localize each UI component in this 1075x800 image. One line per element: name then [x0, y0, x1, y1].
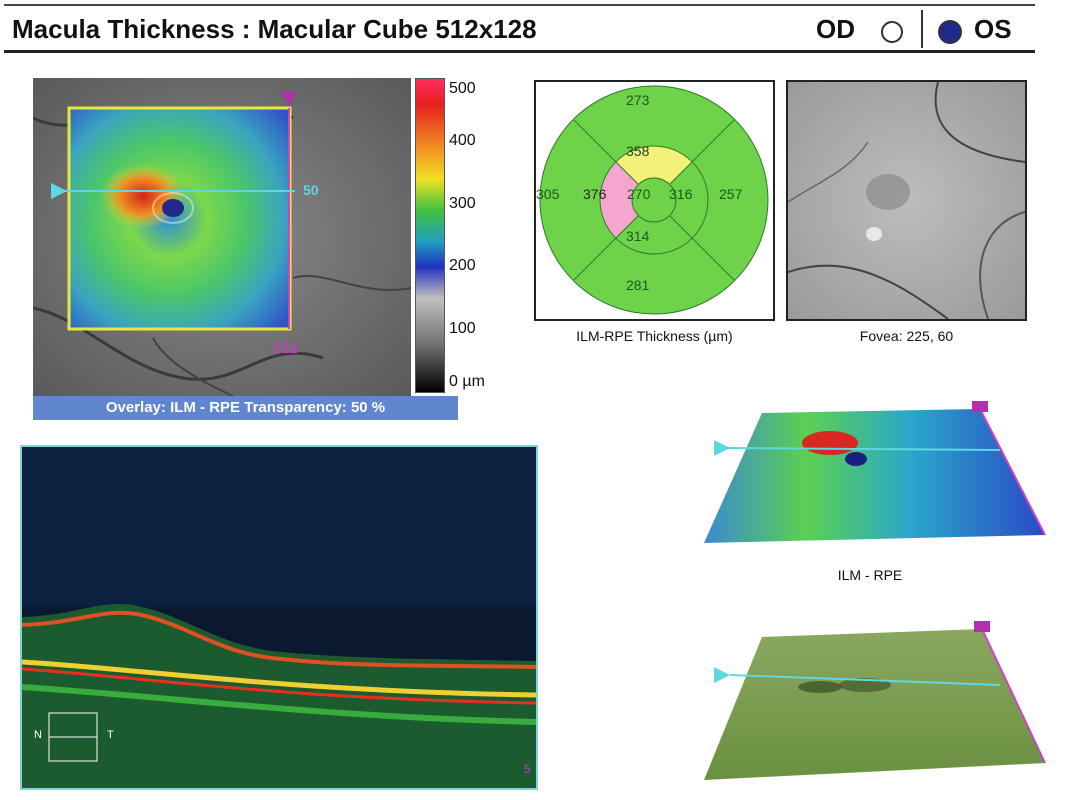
eye-divider	[921, 10, 923, 48]
scan-end-label: 512	[274, 340, 298, 356]
bscan-graphic	[22, 447, 536, 788]
scale-tick-100: 100	[449, 320, 476, 337]
surface-3d-map[interactable]	[700, 615, 1050, 790]
fundus-photo[interactable]	[786, 80, 1027, 321]
fundus-overlay-graphic	[33, 78, 411, 396]
etdrs-outer-superior: 273	[626, 92, 650, 108]
etdrs-inner-temporal: 316	[669, 186, 693, 202]
fovea-caption: Fovea: 225, 60	[859, 328, 954, 344]
etdrs-outer-temporal: 257	[719, 186, 743, 202]
scale-tick-300: 300	[449, 195, 476, 212]
scan-line-label: 50	[303, 182, 319, 198]
od-label: OD	[816, 14, 855, 44]
scale-tick-400: 400	[449, 132, 476, 149]
etdrs-outer-inferior: 281	[626, 277, 650, 293]
bscan-corner-label: 5	[524, 762, 531, 776]
thickness-color-scale	[415, 78, 445, 393]
page-title: Macula Thickness : Macular Cube 512x128	[12, 14, 537, 44]
etdrs-caption: ILM-RPE Thickness (µm)	[576, 328, 733, 344]
etdrs-grid-graphic	[539, 85, 769, 315]
scale-tick-0: 0 µm	[449, 373, 485, 390]
fundus-photo-graphic	[788, 82, 1025, 319]
color-scale-gradient	[416, 79, 444, 392]
ilm-rpe-label: ILM - RPE	[837, 567, 903, 583]
report-header: Macula Thickness : Macular Cube 512x128 …	[4, 4, 1035, 53]
thickness-3d-graphic	[704, 401, 1046, 543]
overlay-setting-bar[interactable]: Overlay: ILM - RPE Transparency: 50 %	[33, 396, 458, 420]
etdrs-inner-nasal: 376	[583, 186, 607, 202]
od-radio[interactable]	[881, 21, 903, 43]
os-label: OS	[974, 14, 1012, 44]
scale-tick-500: 500	[449, 80, 476, 97]
etdrs-outer-nasal: 305	[536, 186, 560, 202]
bscan-nasal-label: N	[34, 729, 42, 741]
surface-3d-graphic	[704, 621, 1046, 780]
os-radio[interactable]	[938, 20, 962, 44]
etdrs-center: 270	[627, 186, 651, 202]
thickness-3d-map[interactable]	[700, 395, 1050, 555]
etdrs-thickness-grid	[534, 80, 775, 321]
etdrs-inner-superior: 358	[626, 143, 650, 159]
scale-tick-200: 200	[449, 257, 476, 274]
bscan-temporal-label: T	[107, 729, 114, 741]
fundus-thickness-overlay[interactable]	[33, 78, 411, 396]
etdrs-inner-inferior: 314	[626, 228, 650, 244]
oct-bscan[interactable]	[20, 445, 538, 790]
